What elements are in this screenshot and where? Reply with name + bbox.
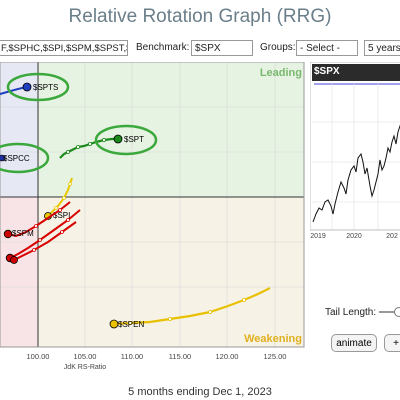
quadrant-leading [38, 62, 304, 197]
quadrant-label-leading: Leading [260, 67, 302, 79]
highlight-ellipse [94, 124, 158, 156]
label-spt: $SPT [124, 135, 144, 144]
tail-spi[interactable]: $SPI [44, 177, 73, 220]
tail-spts[interactable]: $SPTS [0, 72, 70, 102]
mini-x-tick: 202 [386, 233, 398, 240]
animate-button[interactable]: animate [331, 334, 377, 352]
benchmark-label: Benchmark: [136, 42, 190, 53]
x-tick: 125.00 [264, 352, 287, 361]
date-range-caption: 5 months ending Dec 1, 2023 [128, 386, 272, 398]
x-tick: 110.00 [121, 352, 143, 361]
mini-x-tick: 2019 [310, 233, 326, 240]
x-tick: 120.00 [216, 352, 239, 361]
page-title: Relative Rotation Graph (RRG) [68, 6, 332, 27]
rrg-chart: Leading Weakening $SPTS $SPT $SPCC $SPI [0, 62, 305, 371]
plus-button[interactable]: + [384, 334, 400, 352]
grid [0, 62, 304, 347]
quadrant-label-weakening: Weakening [244, 333, 302, 345]
x-tick: 100.00 [27, 352, 50, 361]
tail-length-slider[interactable] [379, 307, 400, 317]
label-spcc: $SPCC [3, 154, 30, 163]
toolbar: F,$SPHC,$SPI,$SPM,$SPST,$ Benchmark: $SP… [0, 40, 400, 58]
groups-select[interactable]: - Select - [296, 40, 358, 56]
highlight-ellipse [6, 72, 70, 102]
tail-spm[interactable]: $SPM [3, 201, 81, 264]
symbols-input[interactable]: F,$SPHC,$SPI,$SPM,$SPST,$ [0, 40, 128, 56]
highlight-ellipse [0, 142, 50, 174]
quadrant-lagging [0, 197, 38, 347]
label-spts: $SPTS [33, 83, 58, 92]
label-spen: $SPEN [118, 320, 144, 329]
slider-handle [394, 307, 400, 317]
benchmark-input[interactable]: $SPX [191, 40, 253, 56]
quadrant-weakening [38, 197, 304, 347]
x-tick: 115.00 [169, 352, 191, 361]
mini-chart-label: $SPX [314, 66, 340, 77]
quadrant-improving [0, 62, 38, 197]
x-axis-label: JdK RS-Ratio [64, 364, 107, 371]
mini-x-tick: 2020 [346, 233, 362, 240]
tail-spcc[interactable]: $SPCC [0, 142, 50, 174]
label-spi: $SPI [53, 211, 70, 220]
tail-spt[interactable]: $SPT [59, 124, 158, 159]
label-spm: $SPM [12, 229, 34, 238]
tail-spen[interactable]: $SPEN [109, 287, 271, 329]
period-select[interactable]: 5 years [364, 40, 400, 56]
tail-length-label: Tail Length: [325, 307, 377, 318]
x-tick: 105.00 [74, 352, 97, 361]
benchmark-mini-chart: 2019 2020 202 [310, 62, 400, 242]
groups-label: Groups: [260, 42, 296, 53]
